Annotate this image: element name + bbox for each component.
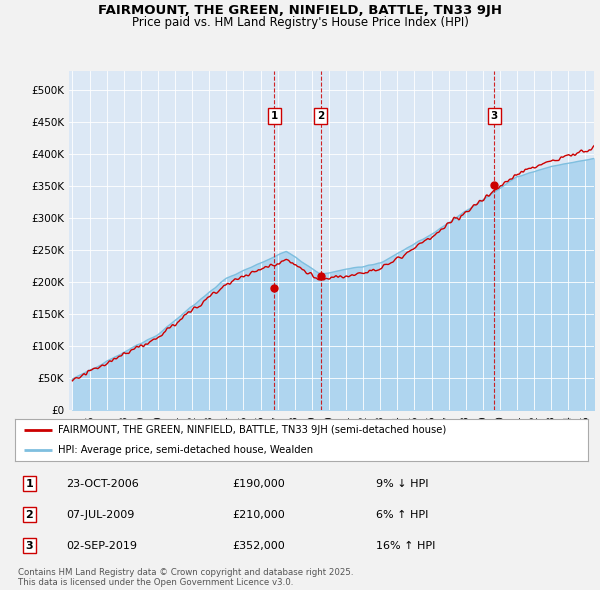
Text: 2: 2 [25, 510, 33, 520]
Text: 3: 3 [26, 541, 33, 551]
Text: £352,000: £352,000 [233, 541, 286, 551]
Text: 07-JUL-2009: 07-JUL-2009 [67, 510, 135, 520]
Text: 9% ↓ HPI: 9% ↓ HPI [376, 478, 428, 489]
Text: 02-SEP-2019: 02-SEP-2019 [67, 541, 137, 551]
Text: 3: 3 [491, 110, 498, 120]
Text: 2: 2 [317, 110, 324, 120]
Text: FAIRMOUNT, THE GREEN, NINFIELD, BATTLE, TN33 9JH: FAIRMOUNT, THE GREEN, NINFIELD, BATTLE, … [98, 4, 502, 17]
Text: 1: 1 [25, 478, 33, 489]
Text: Price paid vs. HM Land Registry's House Price Index (HPI): Price paid vs. HM Land Registry's House … [131, 16, 469, 29]
Text: 6% ↑ HPI: 6% ↑ HPI [376, 510, 428, 520]
Text: £190,000: £190,000 [233, 478, 286, 489]
Text: HPI: Average price, semi-detached house, Wealden: HPI: Average price, semi-detached house,… [58, 445, 313, 455]
Text: £210,000: £210,000 [233, 510, 286, 520]
Text: Contains HM Land Registry data © Crown copyright and database right 2025.
This d: Contains HM Land Registry data © Crown c… [18, 568, 353, 587]
Text: 23-OCT-2006: 23-OCT-2006 [67, 478, 139, 489]
Text: 1: 1 [271, 110, 278, 120]
Text: 16% ↑ HPI: 16% ↑ HPI [376, 541, 436, 551]
Text: FAIRMOUNT, THE GREEN, NINFIELD, BATTLE, TN33 9JH (semi-detached house): FAIRMOUNT, THE GREEN, NINFIELD, BATTLE, … [58, 425, 446, 435]
